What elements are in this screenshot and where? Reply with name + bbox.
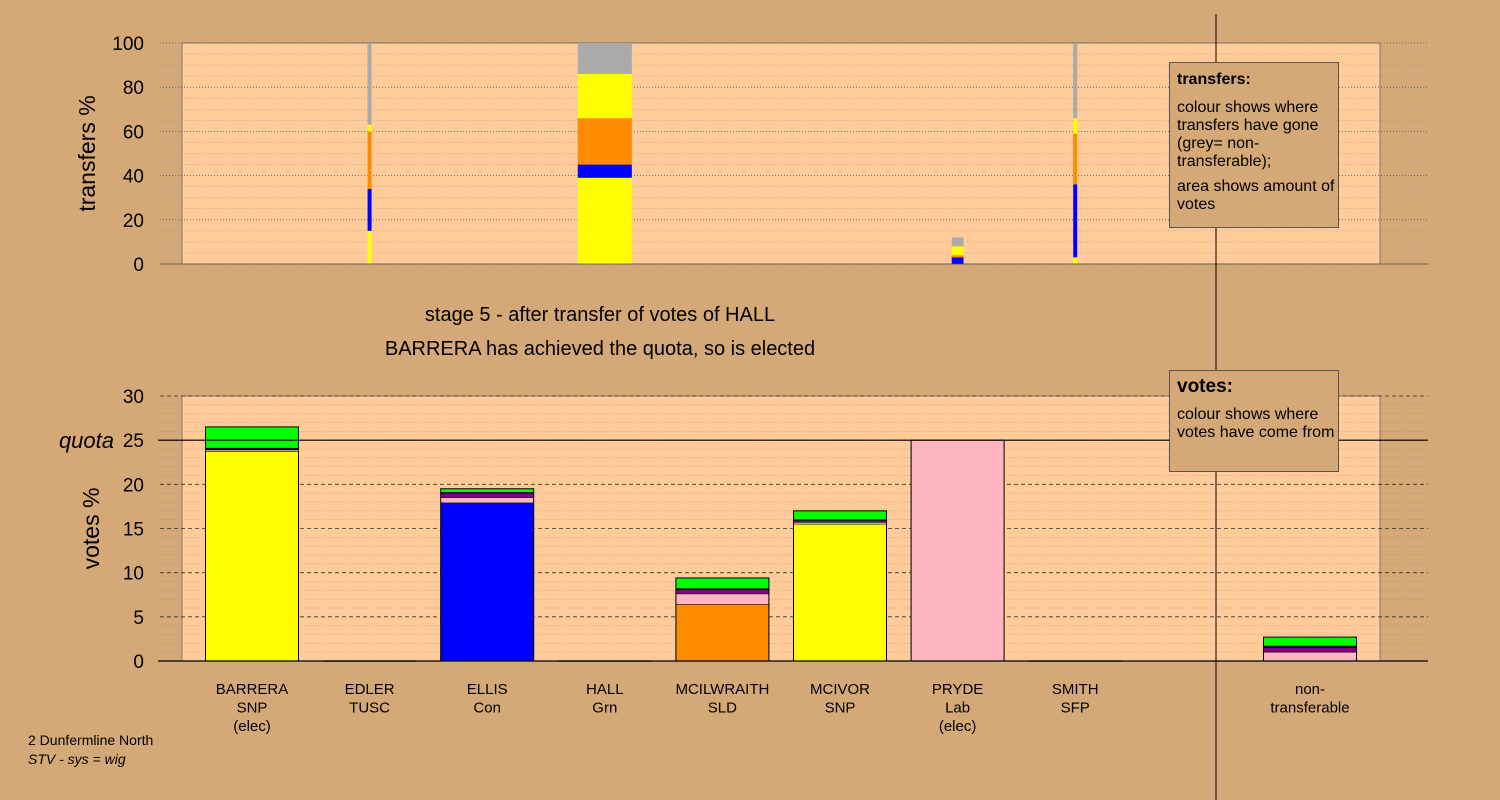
transfers-tick-label: 100 bbox=[112, 34, 144, 55]
nontransferable-label: non- bbox=[1295, 681, 1325, 698]
transfer-segment-hall bbox=[577, 177, 632, 264]
votes-y-axis-label: votes % bbox=[78, 488, 104, 570]
candidate-labels: BARRERASNP(elec)EDLERTUSCELLISConHALLGrn… bbox=[216, 681, 1350, 735]
transfers-legend-text: colour shows where transfers have gone (… bbox=[1177, 99, 1319, 170]
candidate-name-label: HALL bbox=[586, 681, 624, 698]
nontransferable-label: transferable bbox=[1270, 700, 1349, 717]
votes-tick-label: 10 bbox=[123, 564, 144, 585]
vote-segment-mcivor bbox=[793, 520, 887, 523]
transfers-bars bbox=[160, 43, 1428, 265]
candidate-party-label: Lab bbox=[945, 700, 970, 717]
transfer-segment-pryde bbox=[951, 246, 964, 256]
transfers-legend-title: transfers: bbox=[1177, 71, 1251, 88]
candidate-name-label: MCIVOR bbox=[810, 681, 870, 698]
stage-heading: stage 5 - after transfer of votes of HAL… bbox=[424, 304, 776, 326]
votes-tick-label: 0 bbox=[133, 652, 144, 673]
candidate-party-label: SNP bbox=[825, 700, 856, 717]
transfers-y-ticks: 0 20 40 60 80 100 bbox=[112, 34, 144, 276]
transfer-segment-smith bbox=[1073, 184, 1078, 258]
votes-legend-title: votes: bbox=[1177, 376, 1233, 397]
vote-segment-barrera bbox=[205, 426, 299, 449]
transfers-legend: transfers: colour shows where transfers … bbox=[1169, 62, 1339, 228]
transfer-segment-edler bbox=[367, 188, 372, 231]
vote-segment-mcivor bbox=[793, 510, 887, 520]
quota-label: quota bbox=[59, 428, 114, 453]
candidate-name-label: MCILWRAITH bbox=[675, 681, 769, 698]
vote-segment-barrera bbox=[205, 451, 299, 662]
vote-segment-barrera bbox=[205, 449, 299, 452]
candidate-party-label: SLD bbox=[708, 700, 737, 717]
candidate-party-label: Con bbox=[473, 700, 501, 717]
vote-segment-mcilwraith bbox=[675, 604, 770, 662]
transfer-segment-edler bbox=[367, 131, 372, 189]
vote-segment-ellis bbox=[440, 492, 534, 498]
transfers-tick-label: 40 bbox=[123, 167, 144, 188]
vote-segment-ellis bbox=[440, 502, 534, 662]
vote-segment-mcivor bbox=[793, 523, 887, 662]
votes-tick-label: 30 bbox=[123, 387, 144, 408]
transfer-segment-pryde bbox=[951, 237, 964, 247]
transfers-tick-label: 60 bbox=[123, 122, 144, 143]
candidate-name-label: SMITH bbox=[1052, 681, 1099, 698]
vote-segment-mcivor bbox=[793, 522, 887, 525]
vote-segment-mcilwraith bbox=[675, 589, 770, 595]
candidate-party-label: TUSC bbox=[349, 700, 390, 717]
transfer-segment-edler bbox=[367, 124, 372, 132]
votes-legend-text: colour shows where votes have come from bbox=[1177, 406, 1335, 441]
candidate-party-label: SFP bbox=[1061, 700, 1090, 717]
stage-result: BARRERA has achieved the quota, so is el… bbox=[384, 338, 816, 360]
vote-segment-nontransferable bbox=[1263, 636, 1357, 647]
vote-segment-mcilwraith bbox=[675, 577, 770, 589]
vote-segment-ellis bbox=[440, 488, 534, 493]
transfer-segment-smith bbox=[1073, 118, 1078, 134]
transfer-segment-hall bbox=[577, 43, 632, 74]
candidate-name-label: BARRERA bbox=[216, 681, 289, 698]
transfers-y-axis-label: transfers % bbox=[74, 95, 100, 211]
candidate-party-label: SNP bbox=[237, 700, 268, 717]
ward-name: 2 Dunfermline North bbox=[28, 732, 154, 748]
candidate-name-label: ELLIS bbox=[467, 681, 508, 698]
candidate-party-label: Grn bbox=[592, 700, 617, 717]
candidate-elected-label: (elec) bbox=[233, 718, 271, 735]
transfer-segment-pryde bbox=[951, 257, 964, 264]
votes-tick-label: 5 bbox=[133, 608, 144, 629]
transfer-segment-smith bbox=[1073, 257, 1078, 264]
transfer-segment-edler bbox=[367, 43, 372, 125]
transfers-tick-label: 0 bbox=[133, 255, 144, 276]
transfer-segment-edler bbox=[367, 230, 372, 264]
vote-segment-pryde bbox=[910, 439, 1005, 662]
transfer-segment-smith bbox=[1073, 43, 1078, 119]
vote-segment-nontransferable bbox=[1263, 647, 1357, 653]
votes-tick-label: 25 bbox=[123, 431, 144, 452]
transfers-legend-area-text: area shows amount of votes bbox=[1177, 178, 1335, 213]
votes-tick-label: 20 bbox=[123, 475, 144, 496]
vote-segment-nontransferable bbox=[1263, 651, 1357, 662]
vote-segment-ellis bbox=[440, 497, 534, 504]
system-label: STV - sys = wig bbox=[28, 751, 126, 767]
votes-legend: votes: colour shows where votes have com… bbox=[1169, 370, 1339, 472]
transfer-segment-hall bbox=[577, 73, 632, 119]
candidate-elected-label: (elec) bbox=[939, 718, 977, 735]
votes-y-ticks: 0 5 10 15 20 25 30 bbox=[123, 387, 144, 673]
transfers-tick-label: 80 bbox=[123, 78, 144, 99]
candidate-name-label: PRYDE bbox=[932, 681, 983, 698]
transfer-segment-pryde bbox=[951, 255, 964, 258]
transfer-segment-hall bbox=[577, 164, 632, 178]
transfer-segment-hall bbox=[577, 118, 632, 165]
vote-segment-mcilwraith bbox=[675, 593, 770, 605]
votes-tick-label: 15 bbox=[123, 520, 144, 541]
transfers-tick-label: 20 bbox=[123, 211, 144, 232]
candidate-name-label: EDLER bbox=[345, 681, 395, 698]
transfer-segment-smith bbox=[1073, 133, 1078, 185]
